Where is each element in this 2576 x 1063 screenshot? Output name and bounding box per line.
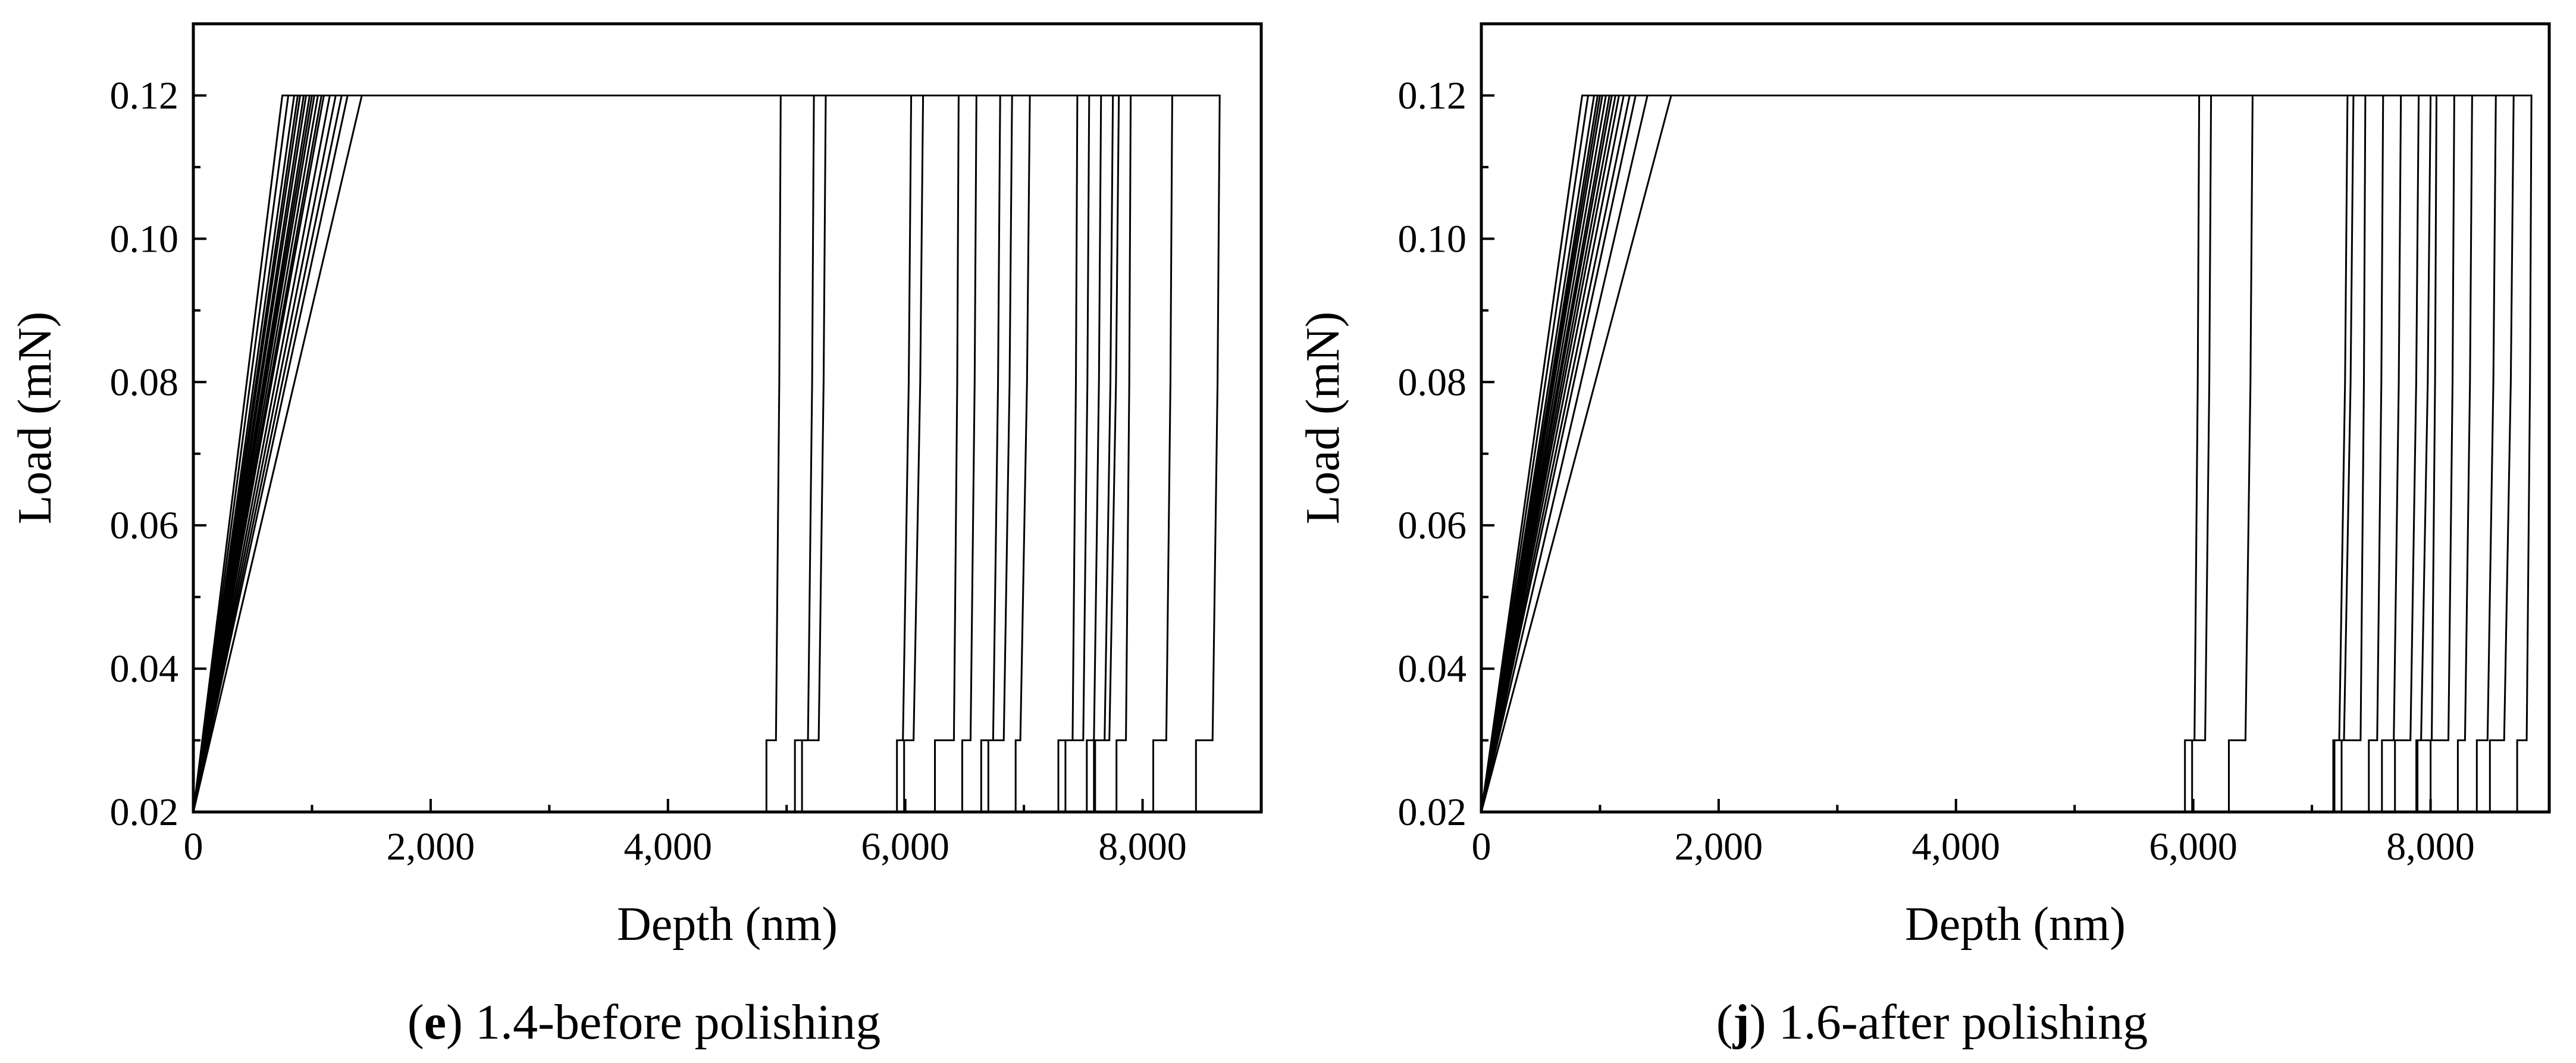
x-tick-label: 6,000 — [2149, 825, 2237, 868]
y-tick-label: 0.12 — [1398, 74, 1467, 117]
caption-j: (j) 1.6-after polishing — [1288, 993, 2576, 1051]
series-line — [1480, 95, 2515, 813]
y-tick-label: 0.04 — [1398, 647, 1467, 691]
series-line — [192, 95, 925, 813]
y-tick-label: 0.02 — [110, 791, 179, 834]
plot-frame — [192, 22, 1263, 814]
series-line — [192, 95, 827, 813]
chart-panel-e: 0 2,000 4,000 6,000 8,000 0.02 0.04 0.06 0.08 0.1… — [0, 22, 1288, 1051]
x-axis-title: Depth (nm) — [1905, 898, 2126, 951]
series-line — [192, 95, 1090, 813]
x-tick-label: 4,000 — [1912, 825, 2001, 868]
x-tick-label: 8,000 — [1098, 825, 1187, 868]
series-line — [192, 95, 1173, 813]
series-line — [1480, 95, 2497, 813]
load-depth-chart-e: 0 2,000 4,000 6,000 8,000 0.02 0.04 0.06 0.08 0.1… — [9, 22, 1263, 951]
series-line — [1480, 95, 2367, 813]
y-tick-label: 0.04 — [110, 647, 179, 691]
caption-letter: e — [424, 995, 447, 1050]
series-line — [1480, 95, 2201, 813]
y-tick-label: 0.08 — [110, 360, 179, 404]
series-line — [1480, 95, 2254, 813]
caption-text: ) 1.4-before polishing — [446, 995, 881, 1050]
series-line — [192, 95, 782, 813]
series-line — [1480, 95, 2432, 813]
x-tick-label: 8,000 — [2386, 825, 2475, 868]
series-line — [1480, 95, 2438, 813]
x-tick-label: 0 — [1472, 825, 1491, 868]
series-line — [192, 95, 977, 813]
series-line — [1480, 95, 2455, 813]
series-line — [1480, 95, 2420, 813]
x-tick-label: 0 — [184, 825, 203, 868]
caption-e: (e) 1.4-before polishing — [0, 993, 1288, 1051]
x-tick-label: 4,000 — [624, 825, 713, 868]
series-line — [192, 95, 1031, 813]
plot-frame — [1480, 22, 2551, 814]
series-line — [192, 95, 1013, 813]
y-tick-label: 0.10 — [1398, 217, 1467, 261]
y-axis-title: Load (mN) — [9, 312, 61, 525]
y-tick-label: 0.06 — [110, 504, 179, 547]
series-line — [192, 95, 1221, 813]
series-line — [192, 95, 913, 813]
y-tick-label: 0.06 — [1398, 504, 1467, 547]
series-line — [192, 95, 1120, 813]
series-line — [192, 95, 1102, 813]
y-tick-label: 0.10 — [110, 217, 179, 261]
series-line — [192, 95, 960, 813]
series-line — [192, 95, 1079, 813]
series-line — [192, 95, 815, 813]
series-line — [192, 95, 1114, 813]
series-line — [1480, 95, 2473, 813]
y-axis-title: Load (mN) — [1297, 312, 1349, 525]
caption-text: ) 1.6-after polishing — [1749, 995, 2148, 1050]
chart-panel-j: 0 2,000 4,000 6,000 8,000 0.02 0.04 0.06 0.08 0.1… — [1288, 0, 2576, 1063]
caption-open: ( — [407, 995, 424, 1050]
y-tick-label: 0.08 — [1398, 360, 1467, 404]
series-line — [192, 95, 1132, 813]
load-depth-chart-j: 0 2,000 4,000 6,000 8,000 0.02 0.04 0.06 0.08 0.1… — [1297, 22, 2551, 951]
caption-open: ( — [1716, 995, 1733, 1050]
x-tick-label: 2,000 — [387, 825, 475, 868]
x-tick-label: 6,000 — [861, 825, 949, 868]
series-line — [1480, 95, 2533, 813]
series-line — [1480, 95, 2355, 813]
series-line — [1480, 95, 2402, 813]
series-line — [1480, 95, 2213, 813]
series-line — [1480, 95, 2349, 813]
y-tick-label: 0.12 — [110, 74, 179, 117]
series-line — [1480, 95, 2384, 813]
series-group — [192, 95, 1221, 813]
x-tick-label: 2,000 — [1675, 825, 1763, 868]
series-line — [192, 95, 1001, 813]
x-axis-title: Depth (nm) — [617, 898, 838, 951]
y-tick-label: 0.02 — [1398, 791, 1467, 834]
series-group — [1480, 95, 2533, 813]
caption-letter: j — [1732, 995, 1750, 1050]
